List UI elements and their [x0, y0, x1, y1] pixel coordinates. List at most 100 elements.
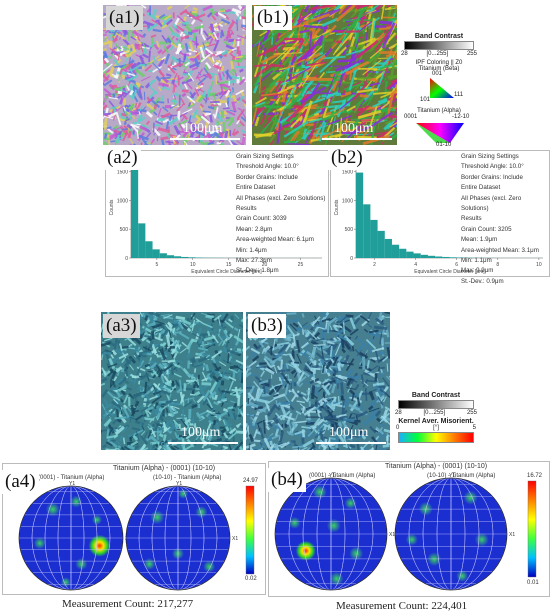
- beta-label-111: 111: [454, 92, 464, 98]
- phases-a2: All Phases (excl. Zero Solutions): [236, 194, 326, 202]
- histogram-bar: [174, 256, 182, 258]
- pf-x-axis-label: X1: [232, 536, 238, 542]
- pole-density-spot: [329, 571, 344, 586]
- pf-color-bar: [245, 485, 255, 575]
- scale-bar-a1: [170, 138, 240, 140]
- pole-density-spot: [344, 497, 357, 510]
- results-title-b2: Results: [461, 215, 482, 223]
- histogram-bar: [188, 257, 196, 258]
- kam-band-contrast-title: Band Contrast: [411, 392, 461, 399]
- scale-bar-b1: [322, 138, 392, 140]
- ipf-legend: Band Contrast 28 [0...255] 255 IPF Color…: [400, 33, 478, 148]
- max-a2: Max: 27.3μm: [236, 257, 272, 265]
- beta-phase-title: Titanium (Beta): [418, 66, 460, 72]
- kam-title: Kernel Aver. Misorient.: [398, 418, 474, 425]
- threshold-a2: Threshold Angle: 10.0°: [236, 163, 299, 171]
- results-title-a2: Results: [236, 205, 257, 213]
- pole-density-spot: [45, 502, 60, 517]
- x-tick-label: 20: [262, 262, 268, 268]
- grain-count-a2: Grain Count: 3039: [236, 215, 287, 223]
- cbar-max-b4: 16.72: [527, 473, 543, 479]
- histogram-bar: [138, 223, 146, 258]
- x-tick-label: 8: [496, 262, 499, 268]
- beta-ipf-triangle: [430, 78, 454, 98]
- histogram-bar: [456, 257, 464, 258]
- grain-stats-a2: Grain Sizing Settings Threshold Angle: 1…: [236, 152, 325, 277]
- y-tick-label: 0: [350, 256, 353, 262]
- y-tick-label: 500: [345, 227, 354, 233]
- pole-density-spot: [288, 516, 301, 529]
- stdev-b2: St.-Dev.: 0.9μm: [461, 277, 504, 285]
- pf-color-bar: [527, 480, 537, 578]
- max-b2: Max: 9.9μm: [461, 267, 494, 275]
- histogram-bar: [406, 251, 414, 258]
- pole-density-spot: [70, 495, 83, 508]
- histogram-bar: [449, 257, 457, 258]
- panel-label-b4: (b4): [268, 468, 306, 492]
- histogram-bar: [370, 219, 378, 258]
- pole-density-spot: [143, 558, 156, 570]
- pole-density-spot: [427, 552, 442, 567]
- histogram-bar: [399, 248, 407, 258]
- measurement-count-a4: Measurement Count: 217,277: [62, 598, 194, 610]
- pole-density-spot: [463, 490, 478, 505]
- band-contrast-range: [0...255]: [426, 51, 449, 57]
- kam-band-min: 28: [395, 410, 402, 416]
- histogram-a2: 0 500 1000 1500 5 10 15 20 25 Equivalent Circle D…: [105, 150, 329, 277]
- x-tick-label: 6: [455, 262, 458, 268]
- scale-text-b3: 100μm: [329, 425, 369, 440]
- kam-legend: Band Contrast 28 [0...255] 255 Kernel Av…: [394, 392, 478, 448]
- pf-y-axis-label: Y1: [329, 473, 335, 479]
- pf-right-title-a4: (10-10) - Titanium (Alpha): [153, 475, 222, 481]
- scale-bar-b3: [316, 442, 386, 444]
- histogram-bar: [181, 256, 189, 258]
- pole-density-spot: [88, 534, 111, 557]
- dataset-a2: Entire Dataset: [236, 184, 276, 192]
- y-tick-label: 1000: [117, 198, 128, 204]
- pf-left-title-b4: (0001) - Titanium (Alpha): [309, 473, 376, 479]
- kam-band-range: [0...255]: [423, 410, 446, 416]
- y-tick-label: 0: [125, 256, 128, 262]
- pole-density-spot: [312, 485, 327, 499]
- ipf-map-a1: [103, 5, 246, 145]
- mean-a2: Mean: 2.8μm: [236, 225, 273, 233]
- pole-density-spot: [349, 546, 364, 561]
- panel-label-a2: (a2): [104, 146, 141, 170]
- histogram-bar: [384, 238, 392, 258]
- pole-density-spot: [456, 570, 469, 582]
- histogram-bar: [131, 159, 139, 258]
- y-tick-label: 1500: [117, 169, 128, 175]
- panel-label-a4: (a4): [2, 470, 39, 494]
- scale-text-a3: 100μm: [181, 425, 221, 440]
- area-mean-b2: Area-weighted Mean: 3.1μm: [461, 246, 539, 254]
- pole-density-spot: [405, 533, 418, 546]
- kam-min: 0: [396, 425, 400, 431]
- kam-band-contrast-bar: [398, 400, 474, 409]
- pf-right-title-b4: (10-10) - Titanium (Alpha): [427, 473, 496, 479]
- x-axis-label: Equivalent Circle Diameter [μm]: [414, 269, 485, 275]
- histogram-bar: [413, 253, 421, 258]
- panel-label-b3: (b3): [248, 314, 286, 338]
- pf-header-b4: Titanium (Alpha) - (0001) (10-10): [385, 463, 488, 470]
- panel-label-a1: (a1): [106, 6, 143, 30]
- measurement-count-b4: Measurement Count: 224,401: [336, 600, 468, 612]
- panel-label-b2: (b2): [328, 146, 366, 170]
- min-b2: Min: 1.1μm: [461, 257, 492, 265]
- x-tick-label: 10: [536, 262, 542, 268]
- histogram-bar: [356, 172, 364, 258]
- pf-x-axis-label: X1: [389, 532, 395, 538]
- alpha-ipf-triangle: [416, 123, 464, 143]
- pf-y-axis-label: Y1: [69, 481, 75, 487]
- x-tick-label: 10: [190, 262, 196, 268]
- grain-count-b2: Grain Count: 3205: [461, 225, 512, 233]
- y-axis-label: Counts: [109, 199, 115, 215]
- kam-unit: [°]: [433, 425, 439, 431]
- alpha-label-12-10: -12-10: [452, 114, 470, 120]
- scale-bar-a3: [168, 442, 238, 444]
- beta-label-001: 001: [432, 71, 443, 77]
- alpha-phase-title: Titanium (Alpha): [417, 108, 461, 114]
- band-contrast-min: 28: [401, 51, 408, 57]
- x-tick-label: 15: [226, 262, 232, 268]
- pole-figure-panel-a4: Titanium (Alpha) - (0001) (10-10) (0001)…: [2, 463, 266, 595]
- min-a2: Min: 1.4μm: [236, 246, 267, 254]
